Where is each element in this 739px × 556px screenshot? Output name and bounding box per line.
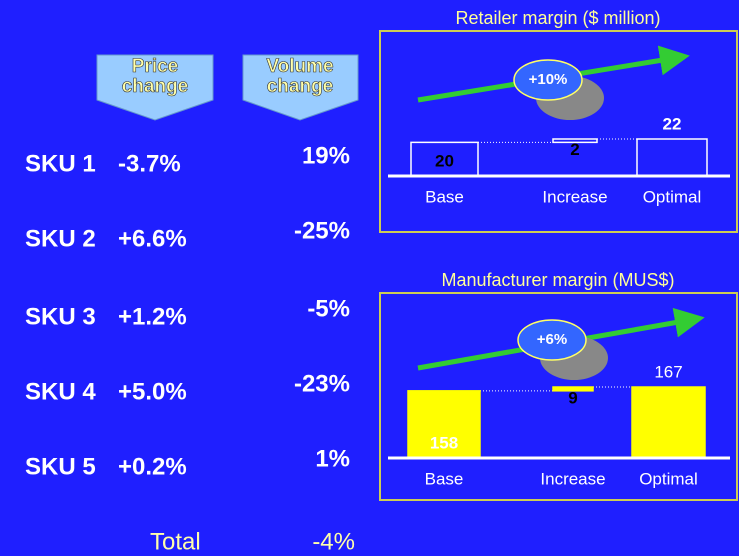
x-tick-label: Increase (540, 469, 605, 488)
sku-label: SKU 5 (25, 453, 96, 480)
data-label: 9 (568, 388, 577, 407)
price-change: +1.2% (118, 303, 187, 330)
column-header: Volume (266, 56, 333, 77)
x-tick-label: Increase (542, 187, 607, 206)
chart-frame (379, 292, 738, 501)
data-label: 158 (430, 433, 458, 452)
column-header: Price (132, 56, 178, 77)
total-label: Total (150, 528, 201, 555)
sku-label: SKU 2 (25, 225, 96, 252)
header-shape (96, 54, 214, 121)
volume-change: 19% (302, 142, 350, 169)
price-change: +5.0% (118, 378, 187, 405)
column-header: change (122, 76, 189, 97)
data-label: 22 (663, 114, 682, 133)
x-tick-label: Base (425, 469, 464, 488)
bar (407, 390, 481, 459)
header-shape (242, 54, 359, 121)
annotation-bubble (513, 59, 583, 101)
annotation-bubble (517, 319, 587, 361)
x-tick-label: Optimal (643, 187, 702, 206)
x-tick-label: Base (425, 187, 464, 206)
chart-title: Retailer margin ($ million) (455, 8, 660, 28)
bar (631, 386, 706, 459)
sku-label: SKU 4 (25, 378, 96, 405)
x-tick-label: Optimal (639, 469, 698, 488)
volume-change: -23% (294, 370, 350, 397)
volume-change: 1% (315, 445, 350, 472)
annotation: +6% (537, 331, 567, 348)
column-header: change (267, 76, 334, 97)
data-label: 167 (654, 362, 682, 381)
bar (636, 138, 708, 177)
chart-frame (379, 30, 738, 233)
data-label: 2 (570, 140, 579, 159)
price-change: -3.7% (118, 150, 181, 177)
volume-change: -5% (307, 295, 350, 322)
data-label: 20 (435, 151, 454, 170)
total-value: -4% (312, 528, 355, 555)
annotation: +10% (529, 71, 568, 88)
price-change: +6.6% (118, 225, 187, 252)
volume-change: -25% (294, 217, 350, 244)
price-change: +0.2% (118, 453, 187, 480)
sku-label: SKU 3 (25, 303, 96, 330)
bar (552, 138, 598, 144)
sku-label: SKU 1 (25, 150, 96, 177)
bar (552, 386, 594, 392)
chart-title: Manufacturer margin (MUS$) (441, 270, 674, 290)
